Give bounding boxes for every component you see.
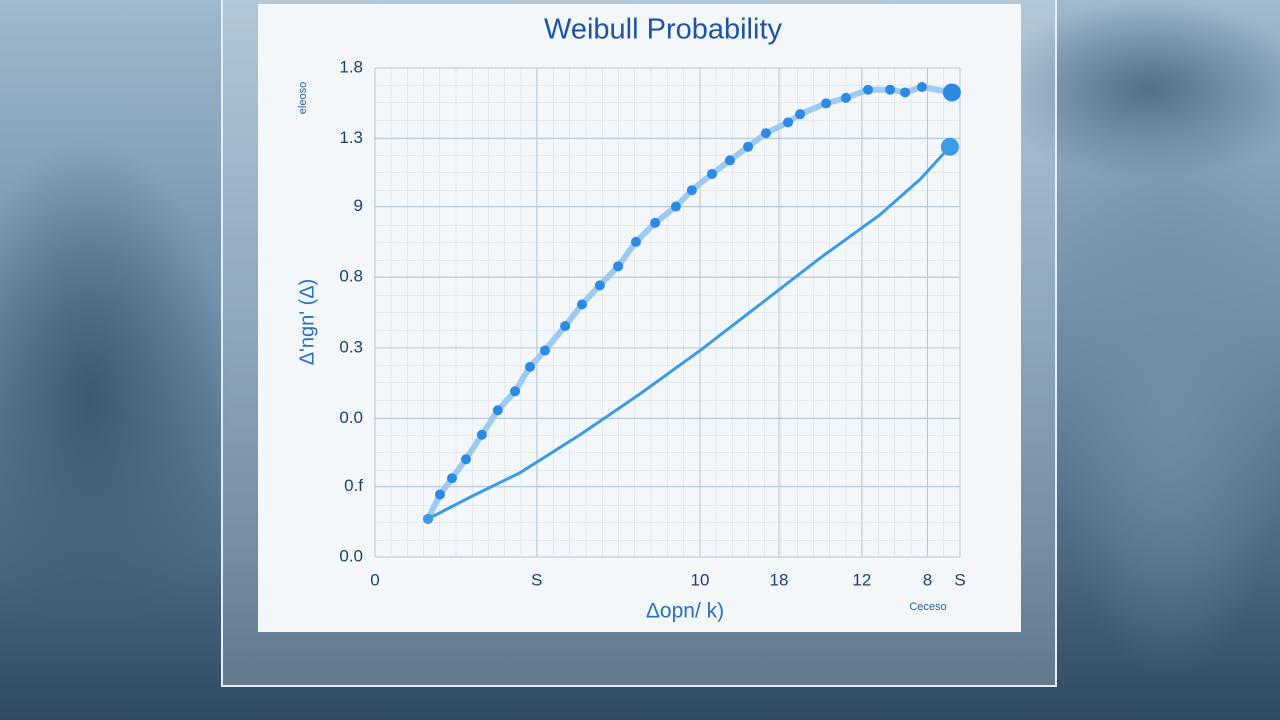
data-point xyxy=(900,87,911,98)
data-point xyxy=(760,128,771,139)
chart-title: Weibull Probability xyxy=(544,14,783,46)
footer-note: Ceceso xyxy=(909,601,946,613)
data-point xyxy=(783,117,794,128)
data-point xyxy=(650,217,661,228)
data-point xyxy=(840,92,851,103)
data-point xyxy=(686,185,697,196)
x-axis-label: Δopn/ k) xyxy=(646,600,724,623)
data-point xyxy=(821,98,832,109)
data-point xyxy=(492,405,503,416)
data-point xyxy=(940,137,959,156)
x-tick-label: S xyxy=(954,570,965,589)
data-point xyxy=(422,513,433,524)
y-axis-label: Δ'ngn' (Δ) xyxy=(296,279,318,366)
data-point xyxy=(724,155,735,166)
data-point xyxy=(916,82,927,93)
data-point xyxy=(743,141,754,152)
data-point xyxy=(863,84,874,95)
data-point xyxy=(613,261,624,272)
x-tick-label: 10 xyxy=(691,570,710,589)
y-tick-label: 1.3 xyxy=(339,128,363,147)
data-point xyxy=(942,83,961,102)
series-line xyxy=(426,145,952,521)
x-tick-label: 12 xyxy=(852,570,871,589)
minor-grid xyxy=(375,68,960,557)
y-tick-label: 0.8 xyxy=(339,267,363,286)
x-tick-label: 8 xyxy=(923,570,932,589)
data-point xyxy=(435,489,445,500)
data-point xyxy=(525,361,536,372)
data-point xyxy=(476,429,487,440)
data-point xyxy=(795,109,806,120)
data-point xyxy=(885,84,896,95)
data-point xyxy=(560,321,571,332)
x-tick-label: 0 xyxy=(370,570,379,589)
data-point xyxy=(577,299,588,310)
y-tick-label: 0.0 xyxy=(339,408,363,427)
data-point xyxy=(630,236,641,247)
x-tick-label: S xyxy=(531,570,542,589)
data-point xyxy=(594,280,605,291)
data-point xyxy=(510,386,521,397)
data-point xyxy=(707,168,718,179)
x-tick-label: 18 xyxy=(770,570,789,589)
corner-note: eleoso xyxy=(297,82,309,114)
y-tick-label: 1.8 xyxy=(339,57,363,76)
y-tick-label: 0.0 xyxy=(339,546,363,565)
y-tick-label: 0.f xyxy=(344,476,363,495)
data-point xyxy=(447,473,458,484)
y-tick-label: 9 xyxy=(354,196,363,215)
data-point xyxy=(539,345,550,356)
data-point xyxy=(670,201,681,212)
y-tick-label: 0.3 xyxy=(339,337,363,356)
data-point xyxy=(461,454,471,465)
